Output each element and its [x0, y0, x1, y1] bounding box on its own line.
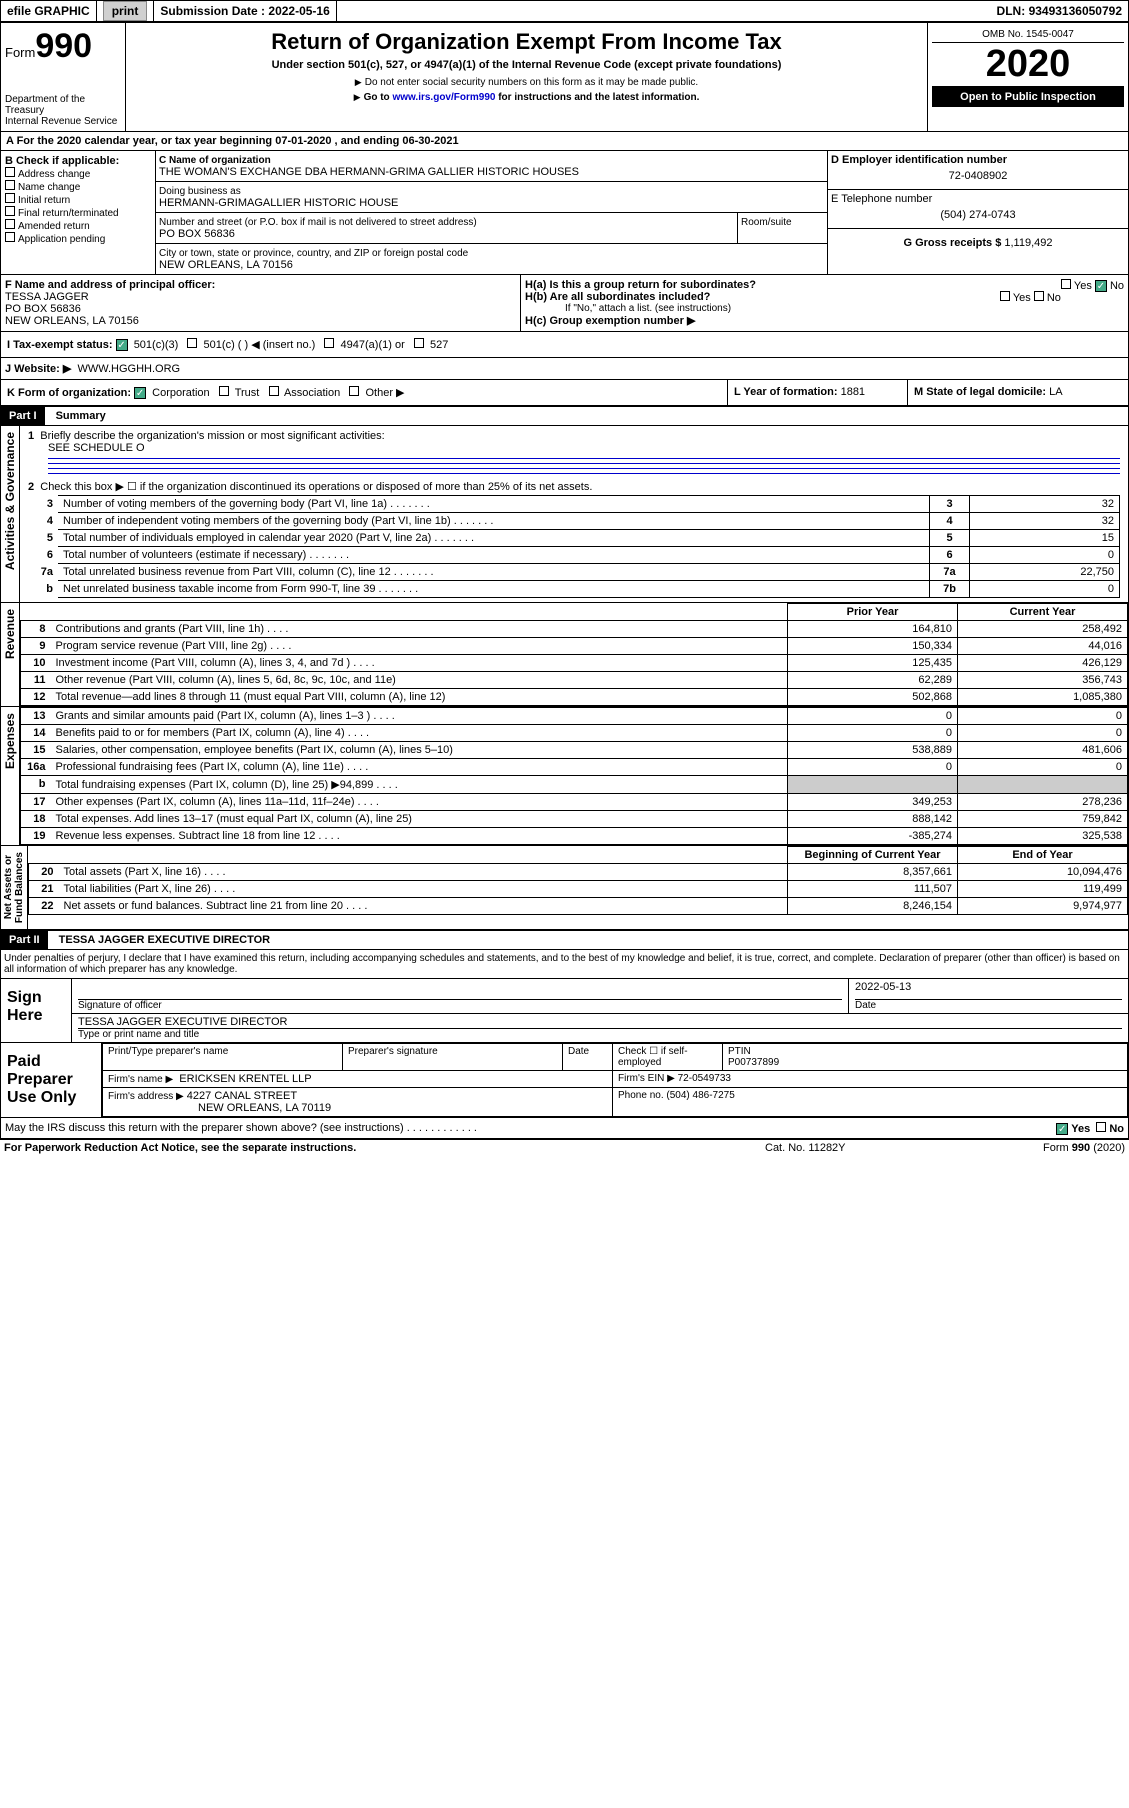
dept-treasury: Department of the Treasury Internal Reve… [5, 94, 121, 127]
firm-addr1: 4227 CANAL STREET [187, 1090, 297, 1102]
b-item[interactable]: Final return/terminated [5, 206, 151, 219]
topbar: efile GRAPHIC print Submission Date : 20… [0, 0, 1129, 22]
officer-name: TESSA JAGGER EXECUTIVE DIRECTOR [78, 1016, 1122, 1028]
phone: (504) 274-0743 [831, 205, 1125, 225]
firm-name: ERICKSEN KRENTEL LLP [179, 1073, 311, 1085]
b-item[interactable]: Address change [5, 167, 151, 180]
part1-tab: Part I [1, 407, 45, 425]
year-formed: 1881 [841, 386, 865, 398]
ha-yes[interactable] [1061, 279, 1071, 289]
irs-link[interactable]: www.irs.gov/Form990 [392, 92, 495, 103]
hb-yes[interactable] [1000, 291, 1010, 301]
b-label: B Check if applicable: [5, 155, 151, 167]
hb-no[interactable] [1034, 291, 1044, 301]
ptin: P00737899 [728, 1057, 779, 1068]
side-activities: Activities & Governance [1, 426, 20, 602]
i-501c3[interactable]: ✓ [116, 339, 128, 351]
website: WWW.HGGHH.ORG [77, 363, 180, 375]
footer-mid: Cat. No. 11282Y [765, 1142, 965, 1154]
firm-ein: 72-0549733 [678, 1073, 731, 1084]
form-number: 990 [35, 27, 92, 65]
dln: 93493136050792 [1029, 4, 1122, 18]
submission-date-label: Submission Date : [160, 4, 265, 18]
ein: 72-0408902 [831, 166, 1125, 186]
mission: SEE SCHEDULE O [48, 442, 145, 454]
efile-label: efile GRAPHIC [1, 1, 97, 21]
tax-year: 2020 [932, 43, 1124, 87]
footer-left: For Paperwork Reduction Act Notice, see … [4, 1142, 356, 1154]
side-revenue: Revenue [1, 603, 20, 706]
form-subtitle: Under section 501(c), 527, or 4947(a)(1)… [132, 59, 921, 71]
b-item[interactable]: Application pending [5, 232, 151, 245]
city: NEW ORLEANS, LA 70156 [159, 259, 293, 271]
perjury-statement: Under penalties of perjury, I declare th… [1, 950, 1128, 979]
part2-tab: Part II [1, 931, 48, 949]
open-to-public: Open to Public Inspection [932, 87, 1124, 107]
dba: HERMANN-GRIMAGALLIER HISTORIC HOUSE [159, 197, 398, 209]
b-item[interactable]: Amended return [5, 219, 151, 232]
discuss-no[interactable] [1096, 1122, 1106, 1132]
ha-no[interactable]: ✓ [1095, 280, 1107, 292]
print-button[interactable]: print [103, 1, 148, 21]
submission-date: 2022-05-16 [268, 4, 329, 18]
sign-date: 2022-05-13 [855, 981, 1122, 999]
b-item[interactable]: Name change [5, 180, 151, 193]
form-title: Return of Organization Exempt From Incom… [132, 29, 921, 55]
street: PO BOX 56836 [159, 228, 235, 240]
ssn-note: Do not enter social security numbers on … [132, 77, 921, 88]
omb-number: OMB No. 1545-0047 [932, 27, 1124, 43]
dln-label: DLN: [997, 4, 1026, 18]
ty-end: 06-30-2021 [402, 135, 458, 147]
ty-begin: 07-01-2020 [275, 135, 331, 147]
domicile: LA [1049, 386, 1062, 398]
footer-right: Form 990 (2020) [965, 1142, 1125, 1154]
org-name: THE WOMAN'S EXCHANGE DBA HERMANN-GRIMA G… [159, 166, 579, 178]
b-item[interactable]: Initial return [5, 193, 151, 206]
gross-receipts: 1,119,492 [1004, 237, 1052, 249]
firm-addr2: NEW ORLEANS, LA 70119 [108, 1102, 331, 1114]
discuss-yes[interactable]: ✓ [1056, 1123, 1068, 1135]
firm-phone: (504) 486-7275 [666, 1090, 734, 1101]
officer: TESSA JAGGER PO BOX 56836 NEW ORLEANS, L… [5, 291, 516, 327]
side-netassets: Net Assets or Fund Balances [1, 846, 28, 929]
form-body: Form990 Department of the Treasury Inter… [0, 22, 1129, 1140]
side-expenses: Expenses [1, 707, 20, 845]
